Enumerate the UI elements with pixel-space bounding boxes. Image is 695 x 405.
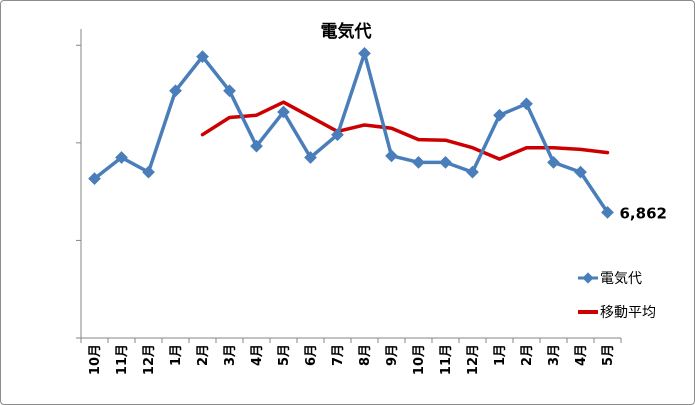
denkidai-point	[169, 84, 182, 98]
x-tick-label: 4月	[574, 344, 589, 366]
x-tick-label: 5月	[601, 344, 616, 366]
x-tick-label: 10月	[412, 344, 427, 375]
denkidai-point	[304, 151, 317, 164]
x-tick-label: 2月	[196, 344, 211, 366]
denkidai-point	[223, 84, 236, 98]
denkidai-point	[88, 172, 101, 185]
x-tick-label: 1月	[169, 344, 184, 366]
x-tick-label: 12月	[466, 344, 481, 375]
denkidai-point	[250, 139, 263, 153]
denkidai-point	[439, 155, 452, 169]
legend-label-denkidai: 電気代	[600, 271, 642, 287]
legend-diamond-icon	[582, 272, 594, 284]
denkidai-point	[412, 155, 425, 169]
denkidai-point	[358, 47, 371, 60]
denkidai-point	[520, 97, 533, 111]
x-tick-label: 11月	[115, 344, 130, 375]
x-tick-label: 7月	[331, 344, 346, 366]
x-tick-label: 11月	[439, 344, 454, 375]
x-tick-label: 4月	[250, 344, 265, 366]
x-tick-label: 12月	[142, 344, 157, 375]
x-tick-label: 9月	[385, 344, 400, 366]
x-tick-label: 6月	[304, 344, 319, 366]
denkidai-point	[115, 151, 128, 164]
legend-label-moving-average: 移動平均	[600, 305, 656, 321]
x-tick-label: 1月	[493, 344, 508, 366]
denkidai-point	[196, 50, 209, 64]
x-tick-label: 2月	[520, 344, 535, 366]
x-tick-label: 5月	[277, 344, 292, 366]
chart-title: 電気代	[321, 21, 372, 42]
data-label: 6,862	[620, 204, 667, 222]
legend: 電気代 移動平均	[578, 271, 656, 321]
x-tick-label: 3月	[223, 344, 238, 366]
labels-layer: 6,862	[620, 204, 667, 222]
moving-average-line	[200, 100, 610, 161]
denkidai-point	[331, 128, 344, 142]
x-tick-label: 3月	[547, 344, 562, 366]
denkidai-point	[493, 108, 506, 122]
x-tick-label: 8月	[358, 344, 373, 366]
series-layer	[88, 47, 614, 219]
axes: 10月 11月 12月 1月 2月 3月 4月 5月 6月 7月 8月 9月 10月 11月 12月 1月 2月…	[76, 29, 622, 375]
denkidai-point	[142, 165, 155, 179]
denkidai-point	[466, 165, 479, 179]
denkidai-point	[277, 105, 290, 119]
x-tick-label: 10月	[88, 344, 103, 375]
denkidai-point	[385, 149, 398, 163]
denkidai-line	[93, 51, 609, 214]
denkidai-point	[547, 155, 560, 169]
